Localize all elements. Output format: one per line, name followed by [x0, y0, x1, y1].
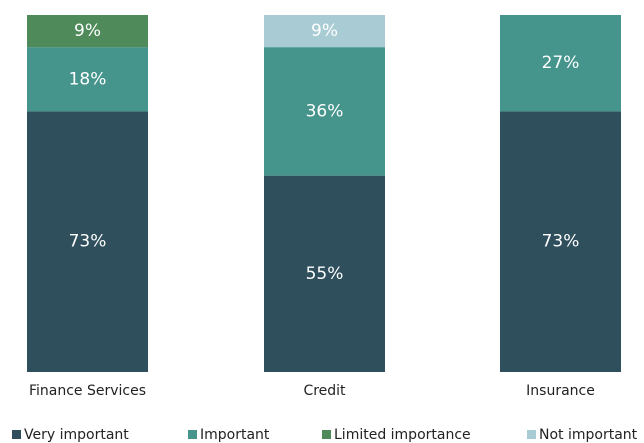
value-label: 55%	[306, 264, 344, 284]
bar-segment	[264, 15, 385, 48]
category-label: Insurance	[526, 383, 595, 399]
bar-segment	[27, 15, 148, 48]
bar-segment	[500, 15, 621, 112]
value-label: 73%	[69, 232, 107, 252]
value-label: 18%	[69, 69, 107, 89]
value-label: 9%	[74, 21, 101, 41]
legend-swatch	[188, 430, 197, 439]
value-label: 9%	[311, 21, 338, 41]
legend-swatch	[322, 430, 331, 439]
value-label: 27%	[542, 53, 580, 73]
bar-segment	[500, 111, 621, 372]
value-label: 73%	[542, 232, 580, 252]
legend-label: Very important	[24, 427, 129, 443]
bar-segment	[27, 111, 148, 372]
legend-label: Limited importance	[334, 427, 471, 443]
legend-label: Not important	[539, 427, 638, 443]
legend-swatch	[527, 430, 536, 439]
bar-segment	[264, 47, 385, 176]
category-label: Credit	[303, 383, 346, 399]
bar-segment	[264, 175, 385, 372]
legend-label: Important	[200, 427, 270, 443]
legend-swatch	[12, 430, 21, 439]
value-label: 36%	[306, 101, 344, 121]
category-label: Finance Services	[29, 383, 146, 399]
bar-segment	[27, 47, 148, 112]
